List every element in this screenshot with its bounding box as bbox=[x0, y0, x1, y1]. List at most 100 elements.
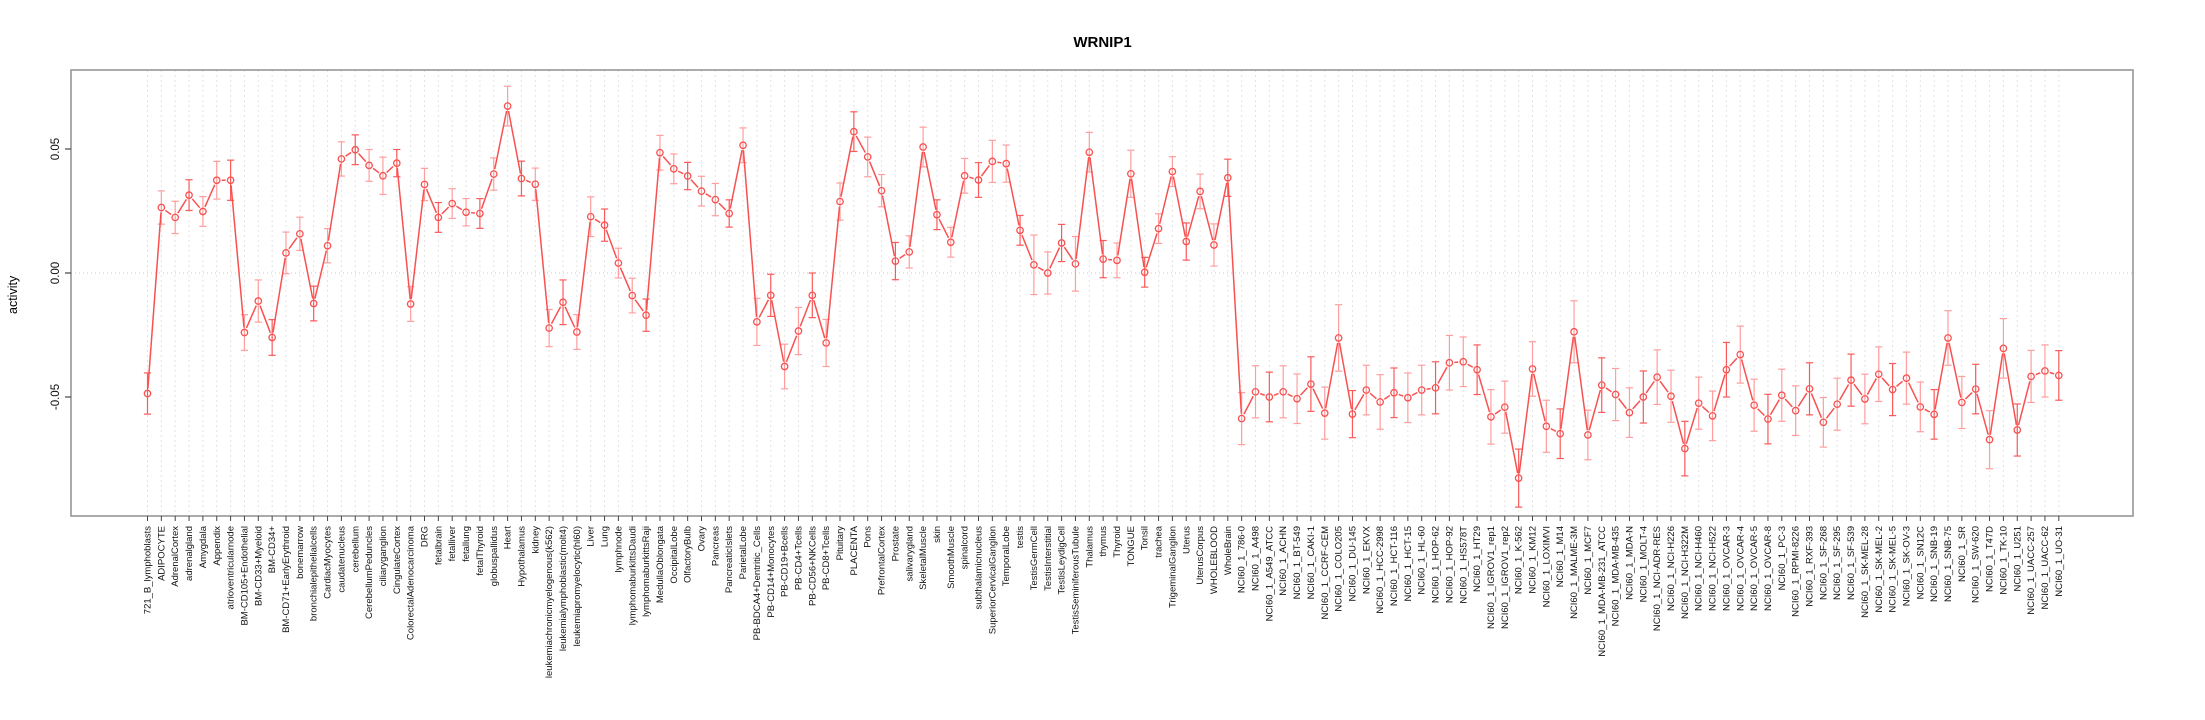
x-tick-label: BM-CD34+ bbox=[267, 526, 278, 574]
x-tick-label: Appendix bbox=[212, 526, 223, 566]
x-tick-label: NCI60_1_MDA-MB-435 bbox=[1611, 526, 1622, 626]
data-point bbox=[1348, 410, 1357, 418]
x-tick-label: leukemiachronicmyelogenous(k562) bbox=[544, 526, 555, 678]
x-tick-label: NCI60_1_CAKI-1 bbox=[1306, 526, 1317, 599]
y-tick-label: -0.05 bbox=[50, 384, 62, 410]
data-point bbox=[1500, 403, 1509, 412]
data-point bbox=[1334, 334, 1343, 342]
error-bar bbox=[1321, 386, 1329, 440]
error-bar bbox=[1889, 362, 1897, 417]
error-bar bbox=[1238, 391, 1246, 446]
error-bar bbox=[1390, 367, 1398, 419]
x-tick-label: subthalamicnucleus bbox=[974, 526, 985, 610]
data-point bbox=[240, 328, 249, 337]
error-bar bbox=[254, 279, 262, 323]
x-tick-label: TestisInterstitial bbox=[1043, 526, 1054, 591]
x-tick-label: thymus bbox=[1098, 526, 1109, 557]
error-bar bbox=[1958, 375, 1966, 430]
x-tick-label: Uterus bbox=[1181, 526, 1192, 554]
error-bar bbox=[296, 216, 304, 252]
data-point bbox=[1985, 435, 1994, 444]
plot-grid bbox=[147, 70, 2060, 516]
data-point bbox=[185, 191, 193, 199]
data-point bbox=[2054, 371, 2063, 380]
error-bar bbox=[739, 127, 747, 164]
x-tick-label: bonemarrow bbox=[295, 526, 306, 579]
x-tick-label: NCI60_1_K-562 bbox=[1514, 526, 1525, 594]
error-bar bbox=[753, 297, 761, 347]
x-tick-label: NCI60_1_COLO205 bbox=[1334, 526, 1345, 612]
data-point bbox=[1002, 159, 1011, 168]
x-tick-label: NCI60_1_HS578T bbox=[1458, 526, 1469, 604]
error-bar bbox=[891, 241, 899, 281]
x-tick-label: Thalamus bbox=[1084, 526, 1095, 568]
data-point bbox=[1819, 418, 1828, 427]
x-tick-label: TestisSeminiferousTubule bbox=[1070, 526, 1081, 634]
x-tick-label: NCI60_1_SK-MEL-5 bbox=[1888, 526, 1899, 613]
x-tick-label: NCI60_1_SK-OV-3 bbox=[1901, 526, 1912, 606]
x-tick-label: cerebellum bbox=[350, 526, 361, 573]
data-point bbox=[254, 297, 263, 305]
x-tick-label: NCI60_1_UACC-62 bbox=[2040, 526, 2051, 609]
error-bar bbox=[434, 201, 442, 233]
x-tick-label: NCI60_1_SK-MEL-28 bbox=[1860, 526, 1871, 618]
x-tick-label: leukemiapromyelocytic(hl60) bbox=[572, 526, 583, 646]
data-point bbox=[974, 176, 983, 184]
data-point bbox=[379, 171, 387, 180]
x-tick-label: testis bbox=[1015, 526, 1026, 548]
x-tick-label: NCI60_1_PC-3 bbox=[1777, 526, 1788, 590]
data-point bbox=[766, 291, 775, 300]
x-tick-label: NCI60_1_HT29 bbox=[1472, 526, 1483, 592]
data-point bbox=[1681, 444, 1689, 453]
error-bar bbox=[545, 308, 553, 348]
error-bar bbox=[1473, 344, 1481, 396]
data-point bbox=[226, 176, 235, 185]
data-point bbox=[1874, 370, 1883, 379]
error-bar bbox=[559, 279, 567, 326]
data-point bbox=[933, 210, 941, 219]
error-bar bbox=[1127, 149, 1135, 198]
error-bar bbox=[379, 156, 387, 195]
x-tick-label: NCI60_1_HOP-62 bbox=[1431, 526, 1442, 603]
data-point bbox=[1196, 187, 1204, 196]
error-bar bbox=[1307, 356, 1315, 412]
data-point bbox=[282, 249, 290, 257]
x-tick-label: Pons bbox=[863, 526, 874, 548]
x-tick-label: NCI60_1_NCI-H460 bbox=[1694, 526, 1705, 611]
error-bar bbox=[781, 343, 789, 390]
error-bar bbox=[642, 298, 650, 332]
error-bar bbox=[711, 182, 719, 217]
data-point bbox=[392, 159, 401, 167]
data-point bbox=[642, 311, 650, 320]
error-bar bbox=[365, 148, 373, 182]
data-point bbox=[351, 145, 360, 154]
x-tick-label: PancreaticIslets bbox=[724, 526, 735, 593]
error-bar bbox=[1362, 364, 1370, 416]
x-tick-label: NCI60_1_HCT-116 bbox=[1389, 526, 1400, 606]
x-tick-label: atrioventricularnode bbox=[226, 526, 237, 609]
data-point bbox=[1722, 365, 1731, 374]
error-bar bbox=[905, 235, 913, 269]
x-tick-label: Pituitary bbox=[835, 526, 846, 561]
x-tick-label: fetalbrain bbox=[433, 526, 444, 565]
x-tick-label: NCI60_1_RPMI-8226 bbox=[1791, 526, 1802, 617]
error-bar bbox=[1570, 300, 1578, 364]
x-tick-label: NCI60_1_HCC-2998 bbox=[1375, 526, 1386, 614]
x-tick-label: UterusCorpus bbox=[1195, 526, 1206, 585]
x-tick-label: NCI60_1_786-0 bbox=[1237, 526, 1248, 593]
data-point bbox=[1542, 422, 1551, 431]
data-point bbox=[337, 155, 346, 163]
error-bar bbox=[1487, 388, 1495, 445]
error-bar bbox=[171, 200, 179, 235]
data-point bbox=[628, 291, 637, 300]
error-bar bbox=[656, 134, 664, 171]
data-point bbox=[1127, 169, 1135, 178]
error-bar bbox=[1251, 365, 1260, 419]
data-point bbox=[1293, 394, 1301, 403]
x-tick-label: NCI60_1_SW-620 bbox=[1971, 526, 1982, 603]
error-bar bbox=[684, 161, 692, 191]
data-point bbox=[1556, 429, 1565, 438]
data-point bbox=[1916, 403, 1925, 411]
x-tick-label: NCI60_1_A498 bbox=[1251, 526, 1262, 591]
